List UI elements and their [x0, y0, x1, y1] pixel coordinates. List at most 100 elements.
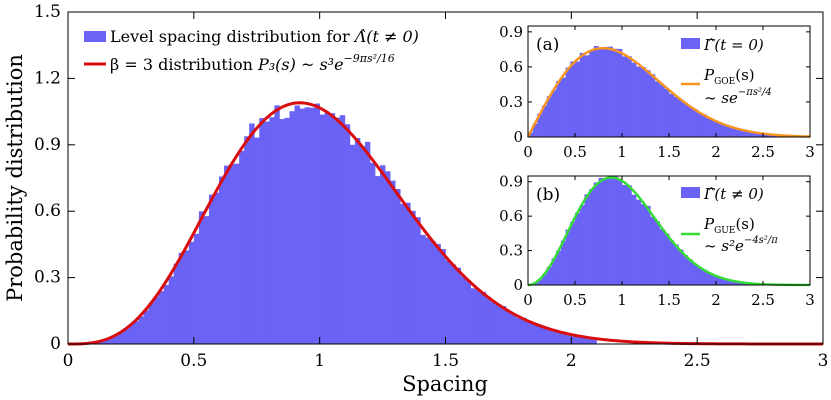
y-tick-label: 1.2: [34, 68, 61, 88]
histogram-bar: [739, 130, 745, 137]
legend-curve-label: β = 3 distribution P₃(s) ~ s³e−9πs²/16: [110, 52, 395, 74]
histogram-bar: [259, 118, 265, 344]
inset-b-legend-hist-swatch: [681, 187, 700, 198]
histogram-bar: [425, 237, 431, 344]
inset-a-panel-label: (a): [536, 35, 559, 55]
histogram-bar: [576, 336, 582, 344]
histogram-bar: [510, 313, 517, 344]
histogram-bar: [528, 132, 534, 137]
inset-a-legend-hist-label: Γ̂(t = 0): [703, 36, 764, 54]
histogram-bar: [739, 282, 745, 285]
histogram-bar: [640, 67, 646, 137]
histogram-bar: [128, 324, 134, 344]
y-tick-label: 0: [513, 276, 523, 294]
histogram-bar: [546, 327, 552, 344]
histogram-bar: [249, 123, 255, 345]
histogram-bar: [542, 105, 548, 137]
histogram-bar: [701, 269, 707, 285]
inset-a-histogram-bars: [528, 46, 811, 138]
histogram-bar: [224, 165, 230, 344]
histogram-bar: [536, 324, 542, 344]
histogram-bar: [711, 275, 717, 285]
x-tick-label: 2.5: [751, 143, 775, 161]
histogram-bar: [556, 331, 562, 344]
histogram-bar: [650, 74, 656, 137]
histogram-bar: [324, 111, 331, 344]
histogram-bar: [678, 249, 684, 285]
y-tick-label: 1.5: [34, 2, 61, 22]
histogram-bar: [570, 221, 576, 285]
inset-a-legend-curve-label: PGOE(s): [703, 66, 755, 87]
histogram-bar: [289, 111, 295, 345]
histogram-bar: [571, 335, 577, 344]
inset-b-plot: 0 0.5 1 1.5 2 2.5 3 0 0.3 0.6 0.9 (b) Γ̂(t ≠ 0) PG…: [499, 172, 815, 309]
main-x-axis-label: Spacing: [402, 372, 488, 396]
histogram-bar: [763, 133, 769, 137]
x-tick-label: 0: [523, 143, 533, 161]
histogram-bar: [683, 103, 689, 137]
histogram-bar: [460, 276, 466, 344]
histogram-bar: [103, 339, 109, 344]
histogram-bar: [659, 84, 665, 137]
histogram-bar: [480, 291, 487, 344]
histogram-bar: [692, 109, 698, 137]
histogram-bar: [645, 70, 651, 137]
histogram-bar: [153, 296, 159, 344]
histogram-bar: [370, 162, 376, 344]
histogram-bar: [163, 284, 170, 344]
histogram-bar: [584, 55, 590, 137]
histogram-bar: [455, 267, 461, 344]
histogram-bar: [546, 96, 552, 137]
histogram-bar: [730, 127, 736, 137]
y-tick-label: 0.9: [499, 173, 523, 191]
histogram-bar: [575, 212, 581, 285]
histogram-bar: [612, 176, 618, 285]
inset-b-panel-label: (b): [536, 185, 560, 205]
inset-a-legend: Γ̂(t = 0) PGOE(s) ~ se−πs²/4: [681, 36, 772, 107]
histogram-bar: [626, 56, 632, 137]
histogram-bar: [385, 171, 391, 344]
histogram-bar: [537, 279, 543, 285]
histogram-bar: [505, 310, 512, 344]
histogram-bar: [234, 163, 240, 344]
y-tick-label: 0.6: [499, 207, 523, 225]
y-tick-label: 0.6: [499, 58, 523, 76]
histogram-bar: [299, 108, 305, 344]
histogram-bar: [274, 105, 280, 344]
x-tick-label: 1.5: [432, 351, 459, 371]
histogram-bar: [415, 217, 421, 344]
histogram-bar: [716, 122, 722, 137]
histogram-bar: [531, 323, 537, 344]
histogram-bar: [730, 280, 736, 285]
histogram-bar: [767, 134, 773, 137]
histogram-bar: [515, 317, 522, 344]
histogram-bar: [753, 132, 759, 137]
histogram-bar: [420, 234, 426, 344]
histogram-bar: [560, 77, 566, 137]
histogram-bar: [495, 304, 502, 344]
histogram-bar: [598, 177, 604, 285]
histogram-bar: [591, 338, 597, 344]
histogram-bar: [744, 131, 750, 137]
histogram-bar: [673, 244, 679, 285]
y-tick-label: 0: [50, 334, 61, 354]
histogram-bar: [598, 47, 604, 137]
histogram-bar: [659, 229, 665, 285]
histogram-bar: [173, 263, 180, 344]
histogram-bar: [344, 124, 351, 344]
histogram-bar: [579, 52, 585, 137]
histogram-bar: [631, 194, 637, 285]
histogram-bar: [113, 335, 119, 344]
y-tick-label: 0.3: [499, 242, 523, 260]
inset-b-legend-hist-label: Γ̂(t ≠ 0): [703, 185, 764, 203]
inset-b-histogram-bars: [528, 176, 787, 285]
histogram-bar: [269, 117, 275, 344]
histogram-bar: [650, 216, 656, 285]
histogram-bar: [450, 264, 456, 344]
histogram-bar: [622, 184, 628, 285]
histogram-bar: [570, 61, 576, 137]
histogram-bar: [678, 99, 684, 137]
histogram-bar: [279, 119, 285, 344]
histogram-bar: [380, 165, 386, 344]
